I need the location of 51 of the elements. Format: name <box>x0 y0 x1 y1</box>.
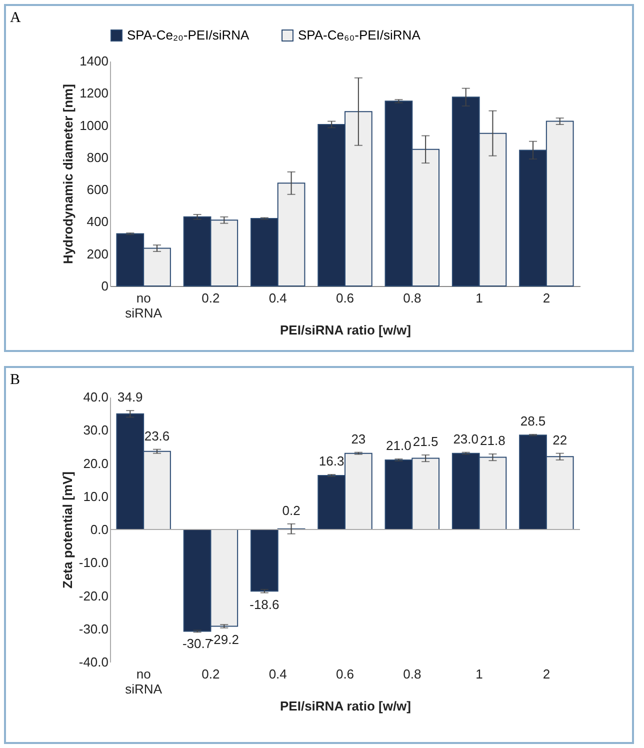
chart-title: A <box>10 10 21 26</box>
data-label: 23.0 <box>453 431 479 446</box>
y-tick-label: 200 <box>86 246 108 262</box>
x-tick-label: no siRNA <box>125 290 162 320</box>
y-tick-label: -40.0 <box>78 654 108 670</box>
y-tick-label: 1000 <box>80 118 108 133</box>
data-label: -18.6 <box>250 596 280 612</box>
data-label: 21.0 <box>386 438 412 453</box>
y-tick-label: 0 <box>101 278 108 294</box>
y-tick-label: -30.0 <box>78 621 108 636</box>
data-label: 0.2 <box>282 502 300 518</box>
y-tick-label: 20.0 <box>83 456 108 471</box>
y-tick-label: 30.0 <box>83 422 108 438</box>
y-tick-label: 40.0 <box>83 390 108 404</box>
x-tick-label: 0.8 <box>403 290 422 306</box>
x-axis-title: PEI/siRNA ratio [w/w] <box>280 698 411 714</box>
y-tick-label: 600 <box>86 182 108 198</box>
data-label: 22 <box>552 432 568 448</box>
legend-label: SPA-Ce₂₀-PEI/siRNA <box>127 28 250 43</box>
x-tick-label: 2 <box>542 290 550 306</box>
data-label: 16.3 <box>318 454 344 469</box>
x-tick-label: 0.8 <box>403 666 422 682</box>
y-tick-label: -20.0 <box>78 588 108 604</box>
data-label: 28.5 <box>520 413 546 428</box>
x-tick-label: 1 <box>476 290 483 306</box>
y-axis-title: Hydrodynamic diameter [nm] <box>60 84 76 264</box>
x-tick-label: 0.4 <box>268 666 287 682</box>
y-tick-label: -10.0 <box>78 555 108 570</box>
x-tick-label: 0.2 <box>202 666 220 682</box>
x-tick-label: no siRNA <box>125 666 162 696</box>
y-tick-label: 10.0 <box>83 488 108 504</box>
y-axis-title: Zeta potential [mV] <box>60 471 75 589</box>
data-label: 23 <box>351 431 366 446</box>
y-tick-label: 400 <box>86 214 108 230</box>
chart-title: B <box>10 372 20 388</box>
data-label: 21.5 <box>412 434 438 449</box>
x-tick-label: 0.6 <box>336 666 354 682</box>
x-tick-label: 0.2 <box>202 290 220 306</box>
x-tick-label: 2 <box>542 666 550 682</box>
x-axis-title: PEI/siRNA ratio [w/w] <box>280 322 411 338</box>
data-label: 21.8 <box>480 432 506 448</box>
y-tick-label: 800 <box>86 150 108 165</box>
data-label: 23.6 <box>144 428 170 444</box>
x-tick-label: 0.6 <box>336 290 354 306</box>
legend-label: SPA-Ce₆₀-PEI/siRNA <box>298 28 421 43</box>
data-label: 34.9 <box>117 390 143 405</box>
y-tick-label: 1400 <box>80 54 108 68</box>
y-tick-label: 0.0 <box>90 522 108 537</box>
x-tick-label: 1 <box>476 666 483 682</box>
y-tick-label: 1200 <box>80 86 108 101</box>
x-tick-label: 0.4 <box>268 290 287 306</box>
